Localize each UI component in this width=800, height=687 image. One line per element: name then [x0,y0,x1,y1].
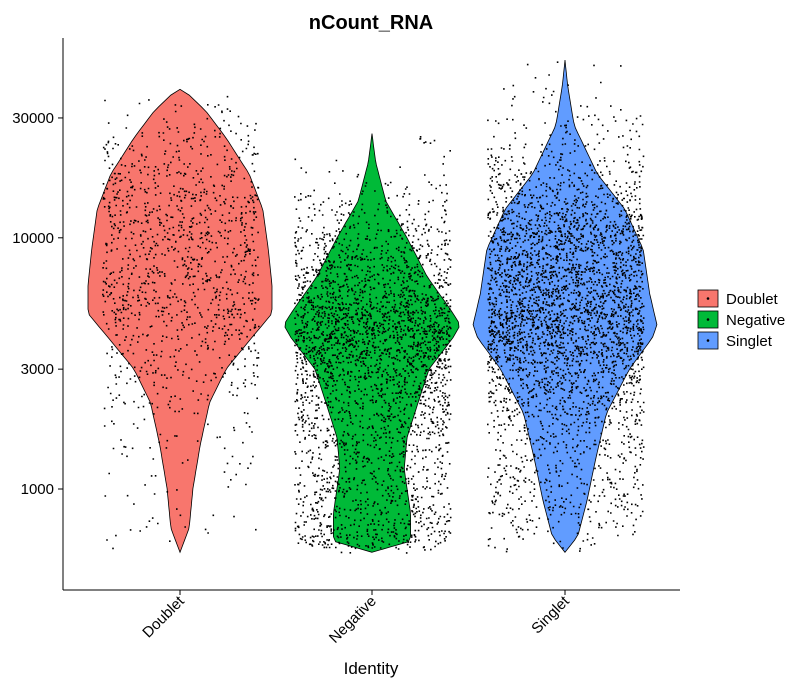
x-axis-ticks: Doublet Negative Singlet [139,590,573,647]
legend-point-glyph [706,339,710,342]
legend-label-negative: Negative [726,312,785,329]
y-tick-label: 30000 [12,110,54,127]
x-axis-title: Identity [344,659,399,678]
plot-area [87,60,658,554]
legend-label-singlet: Singlet [726,333,773,350]
x-tick-label-doublet: Doublet [139,592,188,641]
y-tick-label: 3000 [21,361,54,378]
y-tick-label: 1000 [21,481,54,498]
points-negative [294,136,452,554]
jitter-points [294,136,452,554]
x-tick-label-singlet: Singlet [528,592,573,637]
violin-negative [284,133,460,553]
x-tick-label-negative: Negative [326,593,380,647]
violin-group-negative [284,133,460,554]
y-axis-ticks: 1000 3000 10000 30000 [12,110,63,498]
legend: Doublet Negative Singlet [697,289,785,350]
violin-group-doublet [87,88,273,554]
legend-point-glyph [706,297,710,300]
chart-title: nCount_RNA [309,12,433,34]
legend-label-doublet: Doublet [726,291,779,308]
violin-group-singlet [472,60,658,553]
y-tick-label: 10000 [12,230,54,247]
violin-doublet [87,88,273,554]
legend-point-glyph [706,318,710,321]
violin-singlet [472,60,658,553]
